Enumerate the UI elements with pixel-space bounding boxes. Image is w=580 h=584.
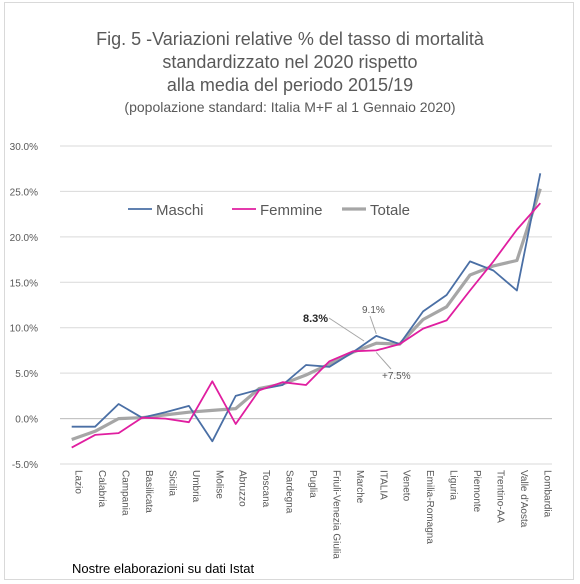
x-tick-label: Liguria	[448, 470, 459, 500]
x-tick-label: Piemonte	[471, 470, 482, 513]
annotation-maschi: 9.1%	[362, 305, 385, 316]
x-tick-label: Trentino-AA	[494, 470, 505, 523]
x-tick-label: Calabria	[96, 470, 107, 508]
annotation-leader-totale	[328, 317, 365, 342]
x-tick-label: Sardegna	[284, 470, 295, 514]
x-tick-label: Friuli-Venezia Giulia	[330, 470, 341, 559]
x-tick-label: Puglia	[307, 470, 318, 498]
chart-frame	[4, 2, 574, 580]
title-line-3: alla media del periodo 2015/19	[166, 75, 414, 95]
x-tick-label: Campania	[120, 470, 131, 516]
y-tick-label: 0.0%	[15, 415, 38, 426]
x-tick-label: Marche	[354, 470, 365, 504]
series-line-maschi	[71, 173, 542, 443]
x-tick-label: Abruzzo	[237, 470, 248, 507]
y-tick-label: 30.0%	[10, 142, 38, 153]
y-tick-label: 25.0%	[10, 187, 38, 198]
x-tick-label: Lazio	[73, 470, 84, 494]
x-tick-label: Emilia-Romagna	[424, 470, 435, 544]
x-tick-label: Lombardia	[541, 470, 552, 518]
legend-label-maschi: Maschi	[156, 202, 204, 219]
series-line-femmine	[71, 202, 541, 449]
legend-label-totale: Totale	[370, 202, 410, 219]
y-tick-label: -5.0%	[12, 460, 38, 471]
title-line-1: Fig. 5 -Variazioni relative % del tasso …	[96, 29, 484, 49]
y-tick-label: 10.0%	[10, 324, 38, 335]
x-tick-label: Veneto	[401, 470, 412, 502]
x-tick-label: Molise	[213, 470, 224, 499]
chart-subtitle: (popolazione standard: Italia M+F al 1 G…	[124, 99, 456, 115]
y-tick-label: 5.0%	[15, 369, 38, 380]
x-tick-label: Valle d'Aosta	[518, 470, 529, 528]
y-tick-label: 20.0%	[10, 233, 38, 244]
title-line-2: standardizzato nel 2020 rispetto	[162, 52, 418, 72]
annotation-leader-femmine	[375, 352, 392, 370]
source-note: Nostre elaborazioni su dati Istat	[72, 561, 255, 576]
legend-label-femmine: Femmine	[260, 202, 323, 219]
chart-title: Fig. 5 -Variazioni relative % del tasso …	[0, 28, 580, 117]
x-tick-label: ITALIA	[377, 470, 388, 500]
y-tick-label: 15.0%	[10, 278, 38, 289]
x-tick-label: Basilicata	[143, 470, 154, 513]
x-tick-label: Umbria	[190, 470, 201, 503]
annotation-leader-maschi	[369, 315, 377, 335]
x-tick-label: Sicilia	[166, 470, 177, 497]
annotation-totale: 8.3%	[303, 313, 328, 325]
annotation-femmine: +7.5%	[382, 371, 411, 382]
x-tick-label: Toscana	[260, 470, 271, 508]
